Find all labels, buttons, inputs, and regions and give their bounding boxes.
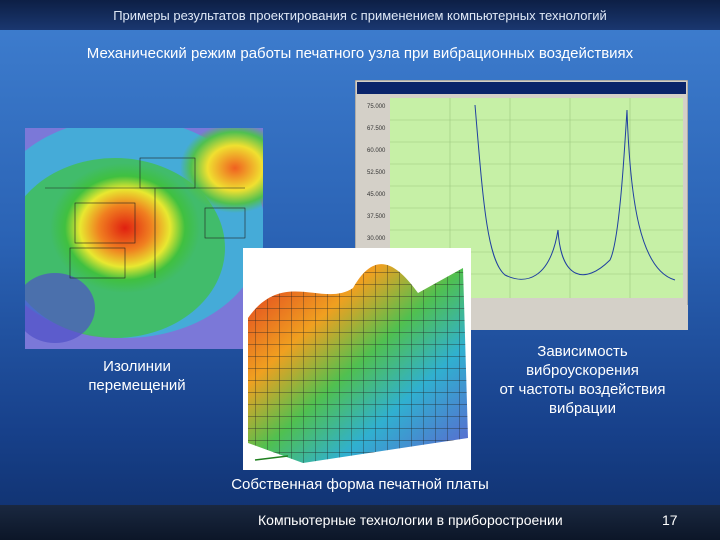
heat-map: [25, 128, 263, 349]
y-tick-label: 52.500: [367, 170, 386, 176]
y-tick-label: 67.500: [367, 126, 386, 132]
caption-dependence: Зависимость виброускорения от частоты во…: [470, 342, 695, 418]
caption-shape: Собственная форма печатной платы: [231, 476, 489, 493]
caption-line: Изолинии: [103, 358, 171, 375]
y-tick-label: 30.000: [367, 236, 386, 242]
y-tick-label: 60.000: [367, 148, 386, 154]
slide-title: Механический режим работы печатного узла…: [86, 45, 634, 62]
page-number: 17: [662, 512, 678, 528]
caption-line: от частоты воздействия: [499, 381, 666, 398]
y-tick-label: 45.000: [367, 192, 386, 198]
y-tick-label: 37.500: [367, 214, 386, 220]
caption-line: виброускорения: [526, 362, 639, 379]
footer-bar: [0, 505, 720, 540]
surface-3d: [243, 248, 471, 470]
caption-line: перемещений: [88, 377, 186, 394]
header: Примеры результатов проектирования с при…: [0, 0, 720, 30]
footer-text: Компьютерные технологии в приборостроени…: [258, 512, 563, 528]
y-tick-label: 75.000: [367, 104, 386, 110]
caption-line: вибрации: [549, 400, 616, 417]
caption-line: Зависимость: [537, 343, 628, 360]
caption-isolines: Изолинии перемещений: [62, 357, 212, 395]
